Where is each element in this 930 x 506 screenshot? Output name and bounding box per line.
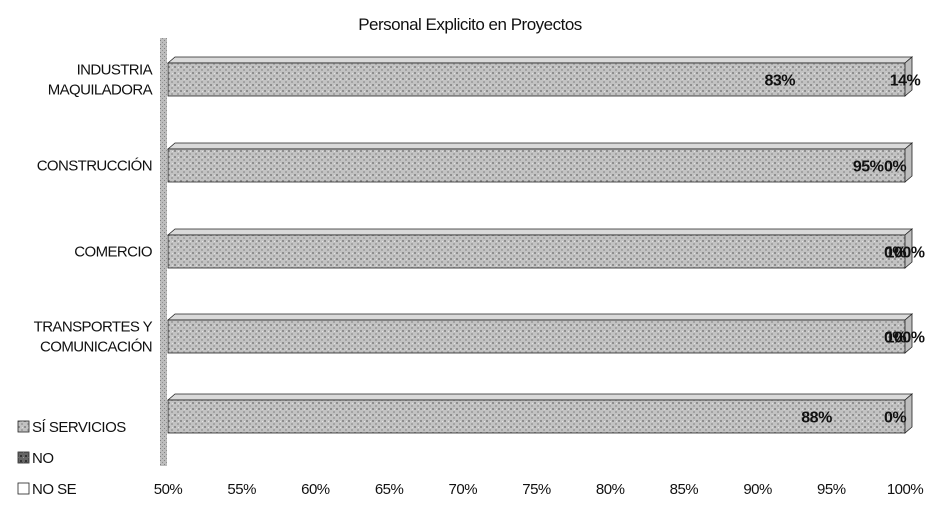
category-label-2-0: COMERCIO <box>74 244 152 261</box>
legend-swatch-si <box>17 420 30 433</box>
data-label-si-2: 100% <box>886 245 925 262</box>
category-label-0-0: INDUSTRIA <box>77 62 153 79</box>
bar-top-face <box>166 313 914 321</box>
bar-si-1 <box>166 142 914 183</box>
bar-front-face <box>167 62 906 97</box>
bar-end-cap-0 <box>904 56 913 97</box>
x-tick-label-1: 55% <box>227 481 256 498</box>
bar-si-0 <box>166 56 914 97</box>
x-tick-label-10: 100% <box>887 481 924 498</box>
bar-top-face <box>166 56 914 64</box>
bar-end-cap-4 <box>904 393 913 434</box>
data-label-no-2: 0% <box>884 245 906 262</box>
bar-front-face <box>167 234 906 269</box>
bar-top-face <box>166 228 914 236</box>
x-tick-label-8: 90% <box>743 481 772 498</box>
category-label-3-0: TRANSPORTES Y <box>34 319 153 336</box>
legend-swatch-nose <box>17 482 30 495</box>
x-axis-ticks: 50% 55% 60% 65% 70% 75% 80% 85% 90% 95% 100% <box>154 481 924 498</box>
data-label-no-0: 14% <box>890 73 921 90</box>
x-tick-label-5: 75% <box>522 481 551 498</box>
legend: SÍ SERVICIOS NO NO SE <box>17 419 127 498</box>
category-label-1-0: CONSTRUCCIÓN <box>37 158 152 175</box>
data-label-no-3: 0% <box>884 330 906 347</box>
bar-top-face <box>166 142 914 150</box>
x-tick-label-6: 80% <box>596 481 625 498</box>
bar-end-cap-2 <box>904 228 913 269</box>
legend-label-nose: NO SE <box>32 481 77 498</box>
bars-layer: 83% 14%95% 0%100%0%100%0%88% 0% <box>166 56 925 434</box>
data-label-si-4: 88% <box>801 410 832 427</box>
bar-end-cap-1 <box>904 142 913 183</box>
bar-si-3 <box>166 313 914 354</box>
x-tick-label-2: 60% <box>301 481 330 498</box>
bar-front-face <box>167 319 906 354</box>
x-tick-label-9: 95% <box>817 481 846 498</box>
legend-swatch-no <box>17 451 30 464</box>
category-label-3-1: COMUNICACIÓN <box>40 339 152 356</box>
bar-front-face <box>167 399 906 434</box>
legend-label-no: NO <box>32 450 54 467</box>
data-label-si-1: 95% <box>853 159 884 176</box>
x-tick-label-3: 65% <box>375 481 404 498</box>
x-tick-label-7: 85% <box>670 481 699 498</box>
axis-wall <box>160 38 167 466</box>
data-label-si-3: 100% <box>886 330 925 347</box>
x-tick-label-4: 70% <box>449 481 478 498</box>
bar-si-2 <box>166 228 914 269</box>
bar-top-face <box>166 393 914 401</box>
legend-label-si: SÍ SERVICIOS <box>32 419 126 436</box>
bar-end-cap-3 <box>904 313 913 354</box>
bar-front-face <box>167 148 906 183</box>
data-label-no-1: 0% <box>884 159 906 176</box>
category-label-0-1: MAQUILADORA <box>48 82 153 99</box>
category-labels: INDUSTRIA MAQUILADORA CONSTRUCCIÓN COMERCIO… <box>34 62 154 356</box>
data-label-no-4: 0% <box>884 410 906 427</box>
data-label-si-0: 83% <box>764 73 795 90</box>
chart-title: Personal Explicito en Proyectos <box>358 15 582 34</box>
x-tick-label-0: 50% <box>154 481 183 498</box>
